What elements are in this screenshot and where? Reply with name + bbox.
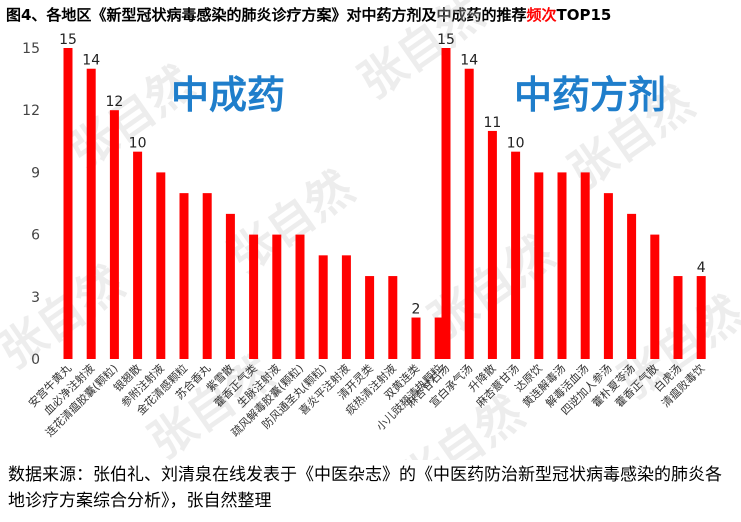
bar	[295, 234, 305, 359]
bar	[580, 172, 590, 359]
y-tick-label: 15	[22, 41, 40, 57]
y-axis: 0 3 6 9 12 15	[22, 41, 40, 368]
bar	[365, 276, 375, 359]
bar-series	[63, 48, 706, 359]
bar	[388, 276, 398, 359]
bar	[650, 234, 660, 359]
y-tick-label: 0	[31, 352, 40, 368]
data-label: 14	[82, 53, 100, 69]
panel-title-herbal-prescription: 中药方剂	[514, 73, 666, 117]
bar	[627, 213, 637, 359]
bar	[511, 151, 521, 359]
category-labels: 安宫牛黄丸血必净注射液连花清瘟胶囊(颗粒)银翘散参附注射液金花清感颗粒苏合香丸紫…	[25, 361, 707, 439]
bar	[63, 48, 73, 359]
bar	[534, 172, 544, 359]
bar	[673, 276, 683, 359]
panel-title-chinese-patent-medicine: 中成药	[171, 73, 285, 117]
y-tick-label: 12	[22, 103, 40, 119]
data-label: 10	[507, 136, 525, 152]
bar	[225, 213, 235, 359]
y-tick-label: 9	[31, 165, 40, 181]
bar	[487, 130, 497, 359]
bar	[341, 255, 351, 359]
data-label: 10	[129, 136, 147, 152]
data-label: 12	[105, 94, 123, 110]
bar	[202, 193, 212, 359]
data-label: 15	[437, 32, 455, 48]
y-tick-label: 3	[31, 290, 40, 306]
y-tick-label: 6	[31, 228, 40, 244]
data-label: 2	[412, 302, 421, 318]
data-label: 14	[460, 53, 478, 69]
bar	[133, 151, 143, 359]
bar	[156, 172, 166, 359]
source-note: 数据来源：张伯礼、刘清泉在线发表于《中医杂志》的《中医药防治新型冠状病毒感染的肺…	[8, 465, 722, 511]
bar	[318, 255, 328, 359]
bar	[441, 48, 451, 359]
watermark-text: 张自然	[219, 160, 363, 283]
bar	[411, 317, 421, 359]
data-label: 11	[483, 115, 501, 131]
bar	[86, 68, 96, 359]
bar	[109, 110, 119, 359]
data-label: 4	[697, 260, 706, 276]
bar	[464, 68, 474, 359]
bar	[434, 317, 444, 359]
bar	[272, 234, 282, 359]
data-labels: 15 14 12 10 2 15 14 11 10 4	[59, 32, 706, 318]
title-suffix: TOP15	[556, 6, 612, 24]
bar	[557, 172, 567, 359]
data-label: 15	[59, 32, 77, 48]
bar	[179, 193, 189, 359]
chart-title: 图4、各地区《新型冠状病毒感染的肺炎诊疗方案》对中药方剂及中成药的推荐频次TOP…	[6, 4, 611, 25]
bar	[603, 193, 613, 359]
bar	[696, 276, 706, 359]
title-highlight: 频次	[526, 6, 557, 24]
bar	[249, 234, 259, 359]
title-main: 图4、各地区《新型冠状病毒感染的肺炎诊疗方案》对中药方剂及中成药的推荐	[6, 6, 527, 24]
